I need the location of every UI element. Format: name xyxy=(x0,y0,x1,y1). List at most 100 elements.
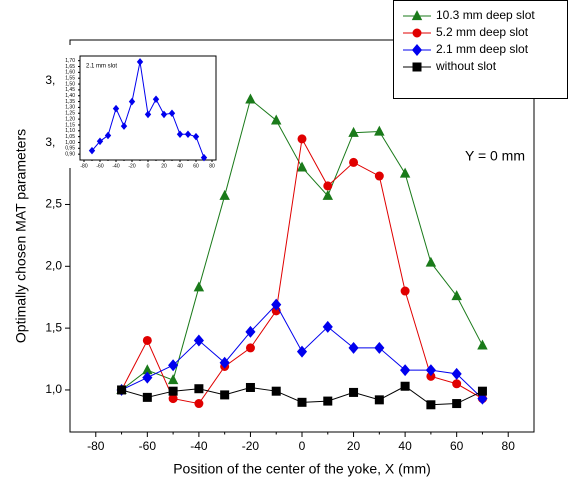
x-tick-label: -20 xyxy=(242,439,260,453)
data-point xyxy=(245,325,256,338)
data-point xyxy=(117,385,127,395)
data-point xyxy=(194,399,204,409)
y-tick-label: 1,45 xyxy=(65,87,75,93)
data-point xyxy=(400,364,411,377)
legend-marker xyxy=(412,62,422,72)
data-point xyxy=(142,335,152,345)
y-tick-label: 1,30 xyxy=(65,105,75,111)
data-point xyxy=(297,134,307,144)
y-tick-label: 0,95 xyxy=(65,146,75,152)
data-point xyxy=(323,396,333,406)
data-point xyxy=(245,343,255,353)
data-point xyxy=(152,95,160,104)
x-tick-label: -40 xyxy=(112,163,119,169)
x-tick-label: -20 xyxy=(128,163,135,169)
x-axis-label: Position of the center of the yoke, X (m… xyxy=(173,461,431,477)
data-point xyxy=(349,387,359,397)
x-tick-label: 60 xyxy=(450,439,464,453)
data-point xyxy=(194,384,204,394)
y-tick-label: 1,55 xyxy=(65,76,75,82)
data-point xyxy=(296,161,308,172)
data-point xyxy=(168,394,178,404)
data-point xyxy=(374,341,385,354)
y-tick-label: 1,70 xyxy=(65,58,75,64)
inset-background xyxy=(55,45,218,168)
data-point xyxy=(168,359,179,372)
data-point xyxy=(245,382,255,392)
data-point xyxy=(296,345,308,358)
data-point xyxy=(142,371,153,384)
data-point xyxy=(270,114,282,125)
x-tick-label: 0 xyxy=(147,163,150,169)
x-tick-label: 20 xyxy=(161,163,167,169)
y-tick-label: 1,40 xyxy=(65,93,75,99)
data-point xyxy=(104,131,112,140)
data-point xyxy=(200,153,208,162)
y-tick-label: 1,25 xyxy=(65,111,75,117)
data-point xyxy=(219,356,230,369)
y-tick-label: 1,60 xyxy=(65,70,75,76)
x-tick-label: 60 xyxy=(193,163,199,169)
data-point xyxy=(426,400,436,410)
y-tick-label: 1,00 xyxy=(65,140,75,146)
legend-label: without slot xyxy=(435,59,497,73)
y-tick-label: 1,50 xyxy=(65,81,75,87)
data-point xyxy=(136,58,144,66)
legend-label: 2.1 mm deep slot xyxy=(436,42,529,56)
legend-marker xyxy=(412,28,422,38)
y-tick-label: 1,5 xyxy=(45,320,62,334)
data-point xyxy=(477,392,488,405)
legend-label: 5.2 mm deep slot xyxy=(436,25,529,39)
data-point xyxy=(184,130,192,139)
data-point xyxy=(451,367,462,380)
data-point xyxy=(160,110,168,119)
x-tick-label: 20 xyxy=(347,439,361,453)
y-tick-label: 1,10 xyxy=(65,128,75,134)
data-point xyxy=(192,132,200,141)
data-point xyxy=(245,93,256,104)
data-point xyxy=(399,167,411,178)
y-tick-label: 2,0 xyxy=(45,258,62,272)
y-tick-label: 1,35 xyxy=(65,99,75,105)
y-tick-label: 0,90 xyxy=(65,151,75,157)
x-tick-label: 40 xyxy=(177,163,183,169)
y-axis-label: Optimally chosen MAT parameters xyxy=(13,129,29,343)
data-point xyxy=(144,110,152,119)
y-tick-label: 1,20 xyxy=(65,116,75,122)
data-point xyxy=(297,397,307,407)
legend-label: 10.3 mm deep slot xyxy=(436,8,535,22)
data-point xyxy=(168,109,176,118)
data-point xyxy=(193,334,204,347)
y-tick-label: 1,15 xyxy=(65,122,75,128)
data-point xyxy=(323,181,333,191)
data-point xyxy=(271,386,281,396)
x-tick-label: -80 xyxy=(87,439,105,453)
data-point xyxy=(452,379,462,389)
legend-marker xyxy=(411,44,423,56)
data-point xyxy=(477,386,487,396)
data-point xyxy=(120,122,128,130)
legend-marker xyxy=(411,10,423,21)
data-point xyxy=(374,125,385,136)
x-tick-label: -60 xyxy=(96,163,103,169)
data-point xyxy=(322,320,333,333)
data-point xyxy=(452,399,462,409)
data-point xyxy=(167,374,179,385)
y-tick-label: 1,65 xyxy=(65,64,75,70)
data-point xyxy=(88,146,96,155)
data-point xyxy=(425,364,436,377)
x-tick-label: -60 xyxy=(139,439,157,453)
data-point xyxy=(374,171,384,181)
data-point xyxy=(348,126,359,137)
x-tick-label: 80 xyxy=(209,163,215,169)
annotation: Y = 0 mm xyxy=(465,148,525,164)
y-tick-label: 1,05 xyxy=(65,134,75,140)
data-point xyxy=(451,290,462,301)
data-point xyxy=(168,386,178,396)
data-point xyxy=(193,281,205,292)
data-point xyxy=(271,298,282,311)
x-tick-label: 80 xyxy=(502,439,516,453)
data-point xyxy=(348,341,359,354)
data-point xyxy=(128,97,136,106)
